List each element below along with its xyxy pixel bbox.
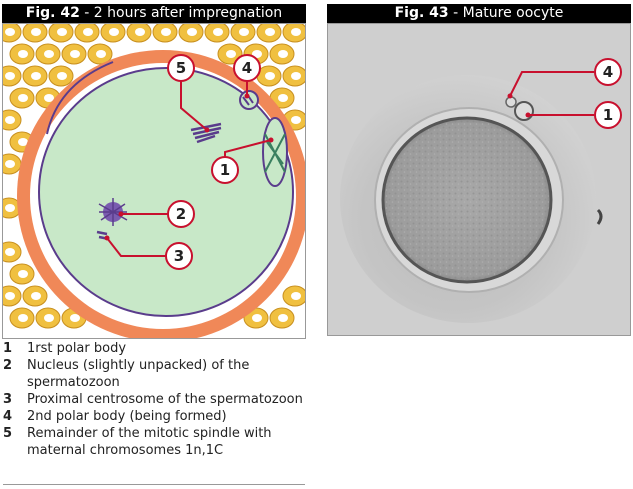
follicle-nucleus <box>83 28 93 36</box>
legend-item: 3 Proximal centrosome of the spermatozoon <box>3 391 307 408</box>
follicle-nucleus <box>161 28 171 36</box>
legend-num: 2 <box>3 358 13 373</box>
legend-text: 2nd polar body (being formed) <box>27 409 227 424</box>
legend-text: Nucleus (slightly unpacked) of the sperm… <box>27 358 250 390</box>
fig42-label: Fig. 42 <box>25 5 80 21</box>
fig43-svg: 4 1 <box>328 24 630 335</box>
legend-item: 4 2nd polar body (being formed) <box>3 408 307 425</box>
callout-4: 4 <box>233 54 261 82</box>
legend-num: 3 <box>3 392 13 407</box>
follicle-nucleus <box>44 94 54 102</box>
follicle-nucleus <box>5 204 15 212</box>
callout-4-label: 4 <box>603 63 613 81</box>
follicle-nucleus <box>31 292 41 300</box>
callout-4: 4 <box>594 58 622 86</box>
fig43-photo: 4 1 <box>327 23 631 336</box>
legend-item: 1 1rst polar body <box>3 340 307 357</box>
follicle-nucleus <box>70 314 80 322</box>
legend-num: 4 <box>3 409 13 424</box>
follicle-nucleus <box>44 314 54 322</box>
legend-text: Remainder of the mitotic spindle with ma… <box>27 426 272 458</box>
follicle-nucleus <box>265 28 275 36</box>
follicle-nucleus <box>5 28 15 36</box>
follicle-nucleus <box>187 28 197 36</box>
oocyte-cytoplasm <box>38 67 294 317</box>
follicle-nucleus <box>57 28 67 36</box>
fig43-caption: - Mature oocyte <box>448 5 564 21</box>
sperm-nucleus <box>98 198 128 226</box>
callout-1: 1 <box>211 156 239 184</box>
callout-3: 3 <box>165 242 193 270</box>
follicle-nucleus <box>109 28 119 36</box>
callout-5: 5 <box>167 54 195 82</box>
callout-1-label: 1 <box>220 161 230 179</box>
fig42-caption: - 2 hours after impregnation <box>79 5 283 21</box>
follicle-nucleus <box>5 72 15 80</box>
callout-line-4 <box>509 71 594 97</box>
follicle-nucleus <box>18 270 28 278</box>
second-polar-body <box>505 96 517 108</box>
callout-1-label: 1 <box>603 106 613 124</box>
legend-text: Proximal centrosome of the spermatozoon <box>27 392 303 407</box>
legend-num: 5 <box>3 426 13 441</box>
legend-num: 1 <box>3 341 13 356</box>
legend: 1 1rst polar body 2 Nucleus (slightly unpa… <box>3 340 307 459</box>
follicle-nucleus <box>18 314 28 322</box>
callout-4-label: 4 <box>242 59 252 77</box>
follicle-nucleus <box>239 28 249 36</box>
follicle-nucleus <box>291 72 301 80</box>
follicle-nucleus <box>44 50 54 58</box>
follicle-nucleus <box>31 28 41 36</box>
follicle-nucleus <box>18 94 28 102</box>
callout-line-5 <box>180 76 208 131</box>
first-polar-body <box>514 101 534 121</box>
callout-1: 1 <box>594 101 622 129</box>
follicle-nucleus <box>291 116 301 124</box>
fig42-svg: 5 4 1 2 3 <box>3 24 305 338</box>
follicle-nucleus <box>5 248 15 256</box>
follicle-nucleus <box>213 28 223 36</box>
follicle-nucleus <box>252 50 262 58</box>
second-polar-body <box>239 90 259 110</box>
follicle-nucleus <box>57 72 67 80</box>
fig43-label: Fig. 43 <box>394 5 449 21</box>
callout-2: 2 <box>167 200 195 228</box>
follicle-nucleus <box>70 50 80 58</box>
follicle-nucleus <box>252 314 262 322</box>
fig43-title: Fig. 43 - Mature oocyte <box>327 4 631 23</box>
follicle-nucleus <box>135 28 145 36</box>
follicle-nucleus <box>226 50 236 58</box>
legend-item: 5 Remainder of the mitotic spindle with m… <box>3 425 307 459</box>
fig42-diagram: 5 4 1 2 3 <box>2 23 306 339</box>
callout-3-label: 3 <box>174 247 184 265</box>
callout-2-label: 2 <box>176 205 186 223</box>
follicle-nucleus <box>291 292 301 300</box>
follicle-nucleus <box>96 50 106 58</box>
follicle-nucleus <box>31 72 41 80</box>
follicle-nucleus <box>278 314 288 322</box>
follicle-nucleus <box>265 72 275 80</box>
legend-text: 1rst polar body <box>27 341 127 356</box>
membrane-fold <box>46 61 114 135</box>
callout-line-3 <box>106 237 167 257</box>
follicle-cells <box>3 24 305 329</box>
fig42-title: Fig. 42 - 2 hours after impregnation <box>2 4 306 23</box>
first-polar-body <box>262 117 288 187</box>
follicle-nucleus <box>5 116 15 124</box>
follicle-nucleus <box>5 292 15 300</box>
follicle-nucleus <box>18 50 28 58</box>
callout-5-label: 5 <box>176 59 186 77</box>
follicle-nucleus <box>291 28 301 36</box>
follicle-nucleus <box>278 94 288 102</box>
follicle-nucleus <box>278 50 288 58</box>
follicle-nucleus <box>18 138 28 146</box>
legend-item: 2 Nucleus (slightly unpacked) of the sper… <box>3 357 307 391</box>
follicle-nucleus <box>5 160 15 168</box>
legend-divider <box>3 484 305 485</box>
